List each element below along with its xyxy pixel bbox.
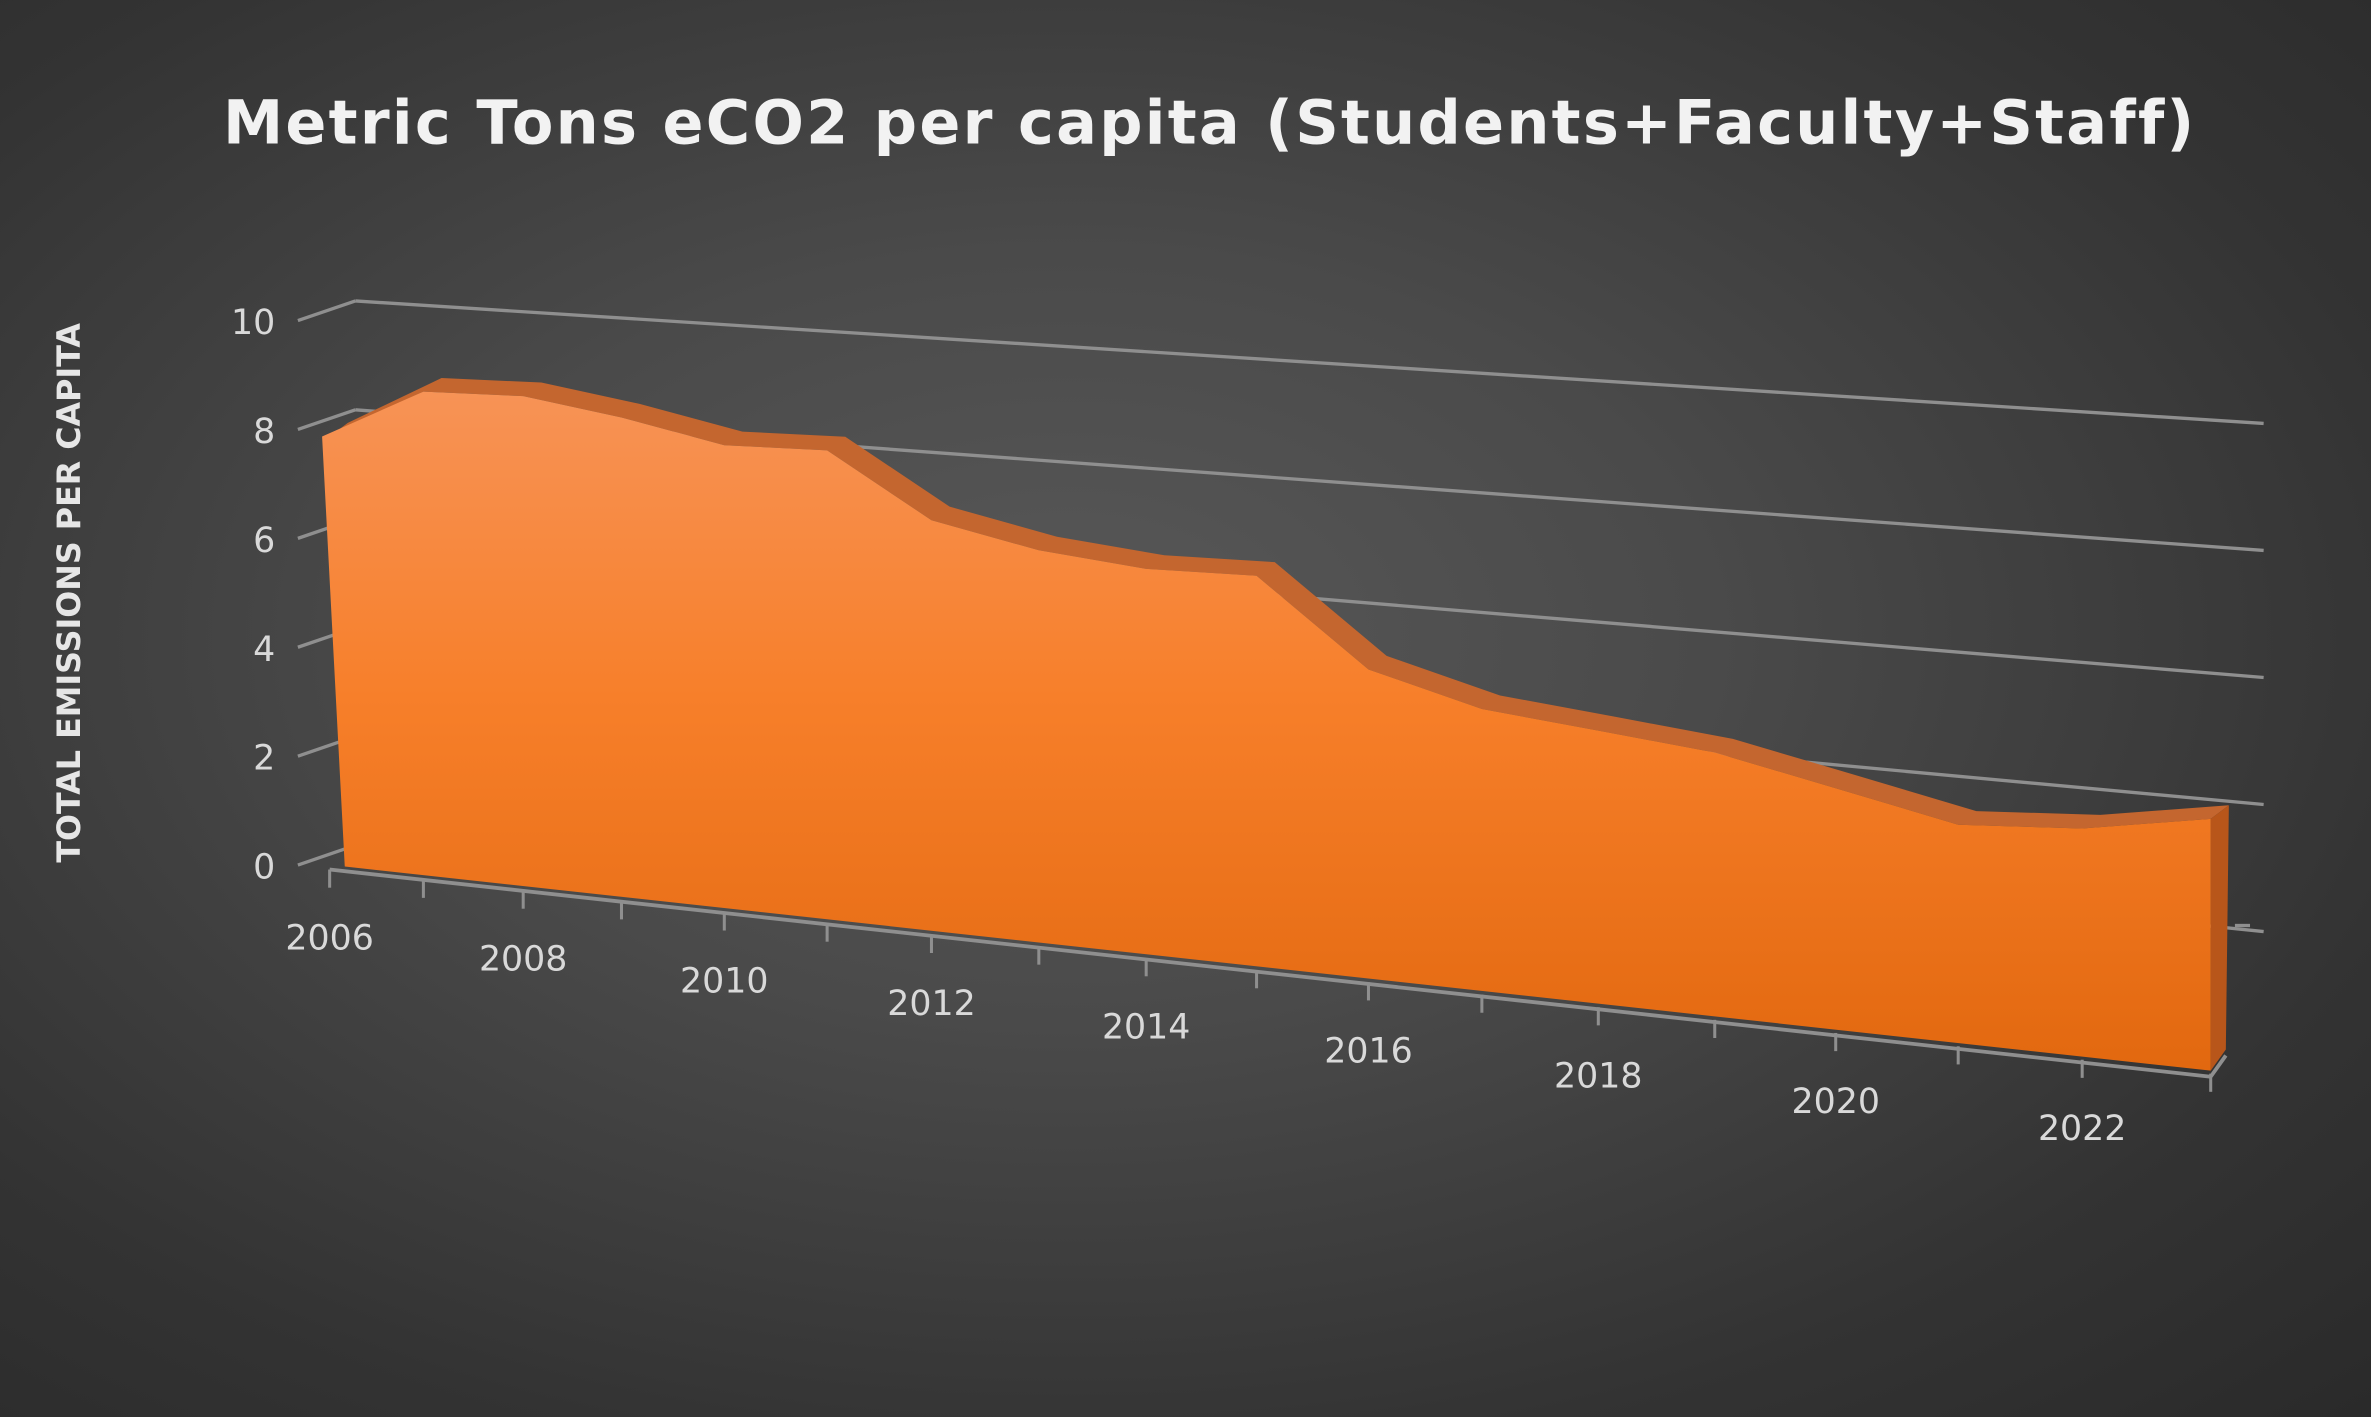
area-right-face: [2210, 805, 2229, 1071]
chart-title: Metric Tons eCO2 per capita (Students+Fa…: [223, 89, 2196, 159]
x-tick-label: 2010: [680, 962, 768, 1002]
x-tick-label: 2006: [285, 919, 373, 959]
x-axis-end: [2209, 1054, 2228, 1078]
y-tick-mark-8: [297, 408, 356, 432]
y-tick-mark-10: [297, 299, 356, 323]
y-tick-label: 0: [253, 848, 275, 888]
y-tick-label: 6: [253, 521, 275, 561]
x-tick-label: 2014: [1102, 1007, 1190, 1047]
y-tick-labels: 0 2 4 6 8 10: [231, 303, 275, 887]
y-axis-label: TOTAL EMISSIONS PER CAPITA: [52, 323, 88, 863]
gridline-10: [355, 299, 2264, 426]
x-axis-line: [329, 867, 2211, 1079]
x-axis: 2006 2008 2010 2012 2014 2016 2018 2020 2022: [285, 867, 2228, 1149]
area-front-face: [322, 391, 2211, 1071]
x-tick-label: 2020: [1791, 1082, 1879, 1122]
x-tick-label: 2022: [2038, 1109, 2126, 1149]
area-series: [322, 378, 2229, 1071]
y-tick-label: 8: [253, 412, 275, 452]
x-tick-label: 2012: [887, 984, 975, 1024]
y-tick-label: 10: [231, 303, 275, 343]
x-tick-label: 2016: [1324, 1031, 1412, 1071]
x-tick-label: 2008: [479, 940, 567, 980]
x-tick-label: 2018: [1554, 1056, 1642, 1096]
y-tick-label: 4: [253, 630, 275, 670]
y-tick-label: 2: [253, 739, 275, 779]
